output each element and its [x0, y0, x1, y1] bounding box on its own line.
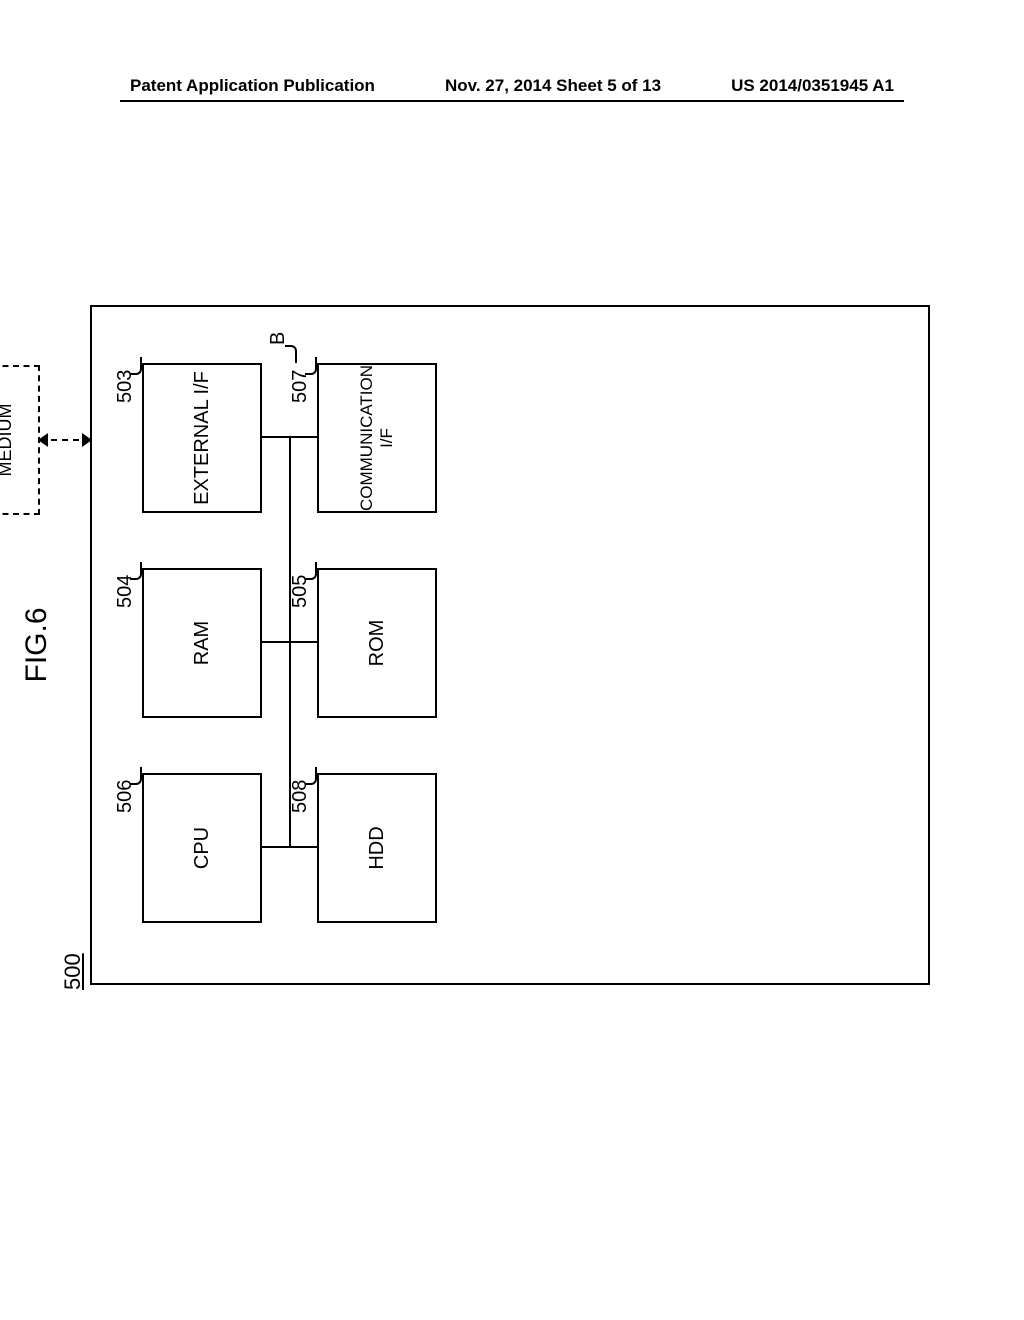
- figure-title: FIG.6: [20, 607, 54, 682]
- hdd-label: HDD: [365, 826, 389, 869]
- recording-label: RECORDING MEDIUM: [0, 385, 17, 495]
- figure-container: FIG.6 500 RECORDING MEDIUM 503a CPU 506 …: [90, 305, 930, 985]
- block-external-if: EXTERNAL I/F: [142, 363, 262, 513]
- cpu-label: CPU: [190, 827, 214, 869]
- ref-500: 500: [60, 953, 86, 990]
- bus-line: [289, 438, 291, 848]
- ram-label: RAM: [190, 621, 214, 665]
- block-communication-if: COMMUNICATION I/F: [317, 363, 437, 513]
- block-ram: RAM: [142, 568, 262, 718]
- block-rom: ROM: [317, 568, 437, 718]
- hook-b: [285, 345, 297, 363]
- hook-507: [305, 357, 317, 375]
- header-right: US 2014/0351945 A1: [731, 76, 894, 96]
- header-center: Nov. 27, 2014 Sheet 5 of 13: [445, 76, 661, 96]
- extif-label: EXTERNAL I/F: [190, 371, 214, 505]
- ref-bus-b: B: [267, 332, 290, 345]
- hook-504: [130, 562, 142, 580]
- block-hdd: HDD: [317, 773, 437, 923]
- commif-label: COMMUNICATION I/F: [357, 365, 398, 511]
- hook-506: [130, 767, 142, 785]
- hook-503: [130, 357, 142, 375]
- page-header: Patent Application Publication Nov. 27, …: [0, 76, 1024, 96]
- device-500-box: CPU 506 RAM 504 EXTERNAL I/F 503 HDD 508…: [90, 305, 930, 985]
- recording-medium-box: RECORDING MEDIUM: [0, 365, 40, 515]
- bus-conn-2: [262, 641, 317, 643]
- hook-508: [305, 767, 317, 785]
- header-rule: [120, 100, 904, 102]
- block-cpu: CPU: [142, 773, 262, 923]
- rom-label: ROM: [365, 620, 389, 667]
- header-left: Patent Application Publication: [130, 76, 375, 96]
- bus-conn-1: [262, 846, 317, 848]
- bus-conn-3: [262, 436, 317, 438]
- arrow-up-icon: [38, 433, 48, 447]
- hook-505: [305, 562, 317, 580]
